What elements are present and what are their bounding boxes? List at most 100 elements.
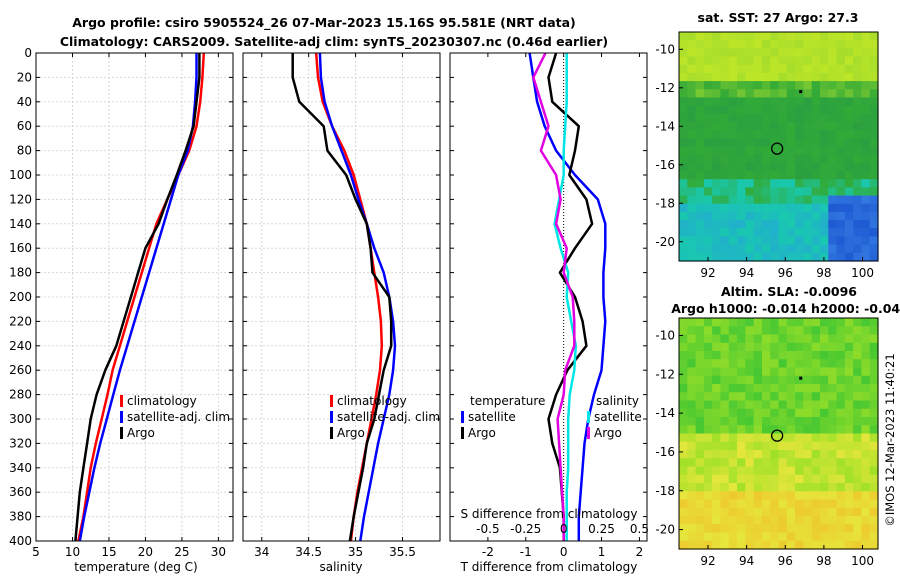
map-cell xyxy=(712,392,722,402)
map-cell xyxy=(679,400,688,410)
map-cell xyxy=(836,211,846,221)
map-cell xyxy=(844,81,854,90)
map-cell xyxy=(728,171,738,180)
map-cell xyxy=(720,105,730,115)
map-cell xyxy=(745,154,755,164)
map-cell xyxy=(778,138,788,148)
map-cell xyxy=(695,318,705,327)
map-cell xyxy=(770,244,780,254)
map-cell xyxy=(728,540,738,550)
map-cell xyxy=(695,417,705,426)
map-cell xyxy=(828,105,838,115)
map-cell xyxy=(778,326,788,336)
map-cell xyxy=(861,203,871,213)
map-cell xyxy=(737,162,746,172)
map-cell xyxy=(761,187,771,197)
map-cell xyxy=(687,474,697,484)
map-cell xyxy=(712,367,722,377)
map-cell xyxy=(753,367,763,377)
map-cell xyxy=(703,97,713,107)
map-cell xyxy=(811,113,821,123)
map-cell xyxy=(819,81,829,90)
map-cell xyxy=(761,220,771,229)
map-cell xyxy=(712,417,722,426)
map-cell xyxy=(695,113,705,123)
map-cell xyxy=(853,540,863,550)
map-cell xyxy=(836,400,846,410)
map-cell xyxy=(753,342,763,352)
s-tick-label: -0.5 xyxy=(476,522,499,536)
map-cell xyxy=(770,433,780,443)
map-cell xyxy=(861,179,871,188)
map-cell xyxy=(679,458,688,468)
map-cell xyxy=(828,56,838,66)
map-cell xyxy=(819,483,829,492)
map-cell xyxy=(844,326,854,336)
map-cell xyxy=(761,425,771,435)
map-cell xyxy=(753,146,763,156)
map-cell xyxy=(712,252,722,262)
map-cell xyxy=(778,441,788,451)
map-cell xyxy=(853,171,863,180)
map-cell xyxy=(770,138,780,148)
map-cell xyxy=(828,220,838,229)
map-cell xyxy=(861,466,871,476)
map-cell xyxy=(687,72,697,82)
map-cell xyxy=(728,425,738,435)
map-cell xyxy=(720,458,730,468)
map-cell xyxy=(819,228,829,238)
map-cell xyxy=(803,474,813,484)
map-cell xyxy=(786,351,796,360)
map-cell xyxy=(753,450,763,459)
map-cell xyxy=(844,499,854,509)
map-cell xyxy=(778,400,788,410)
map-cell xyxy=(853,228,863,238)
map-cell xyxy=(853,499,863,509)
map-cell xyxy=(795,146,804,156)
map-cell xyxy=(679,220,688,229)
y-tick-label: 120 xyxy=(9,192,32,206)
map-cell xyxy=(712,203,722,213)
map-cell xyxy=(712,334,722,344)
map-cell xyxy=(811,56,821,66)
map-cell xyxy=(745,318,755,327)
map-cell xyxy=(753,121,763,131)
map-cell xyxy=(811,203,821,213)
map-cell xyxy=(778,228,788,238)
legend-label: climatology xyxy=(127,394,197,408)
map-cell xyxy=(844,56,854,66)
map-y-tick-label: -20 xyxy=(655,523,675,537)
map-cell xyxy=(853,244,863,254)
map-cell xyxy=(679,89,688,99)
map-cell xyxy=(828,491,838,501)
map-cell xyxy=(828,458,838,468)
map-cell xyxy=(836,458,846,468)
map-cell xyxy=(869,450,879,459)
map-cell xyxy=(803,318,813,327)
map-cell xyxy=(728,81,738,90)
map-cell xyxy=(811,154,821,164)
legend-swatch xyxy=(330,427,333,439)
title-line-2: Climatology: CARS2009. Satellite-adj cli… xyxy=(60,34,608,50)
map-cell xyxy=(786,516,796,525)
map-cell xyxy=(712,458,722,468)
map-cell xyxy=(836,32,846,41)
map-cell xyxy=(844,40,854,49)
map-cell xyxy=(828,524,838,534)
map-cell xyxy=(695,146,705,156)
map-cell xyxy=(703,318,713,327)
map-cell xyxy=(728,187,738,197)
map-cell xyxy=(811,146,821,156)
map-cell xyxy=(695,97,705,107)
map-cell xyxy=(745,252,755,262)
map-cell xyxy=(737,171,746,180)
map-cell xyxy=(861,72,871,82)
sla-map-title-2: Argo h1000: -0.014 h2000: -0.042 xyxy=(671,301,900,316)
map-cell xyxy=(786,121,796,131)
map-cell xyxy=(737,113,746,123)
map-cell xyxy=(679,425,688,435)
map-cell xyxy=(712,400,722,410)
map-cell xyxy=(695,342,705,352)
map-cell xyxy=(819,64,829,74)
map-cell xyxy=(795,516,804,525)
